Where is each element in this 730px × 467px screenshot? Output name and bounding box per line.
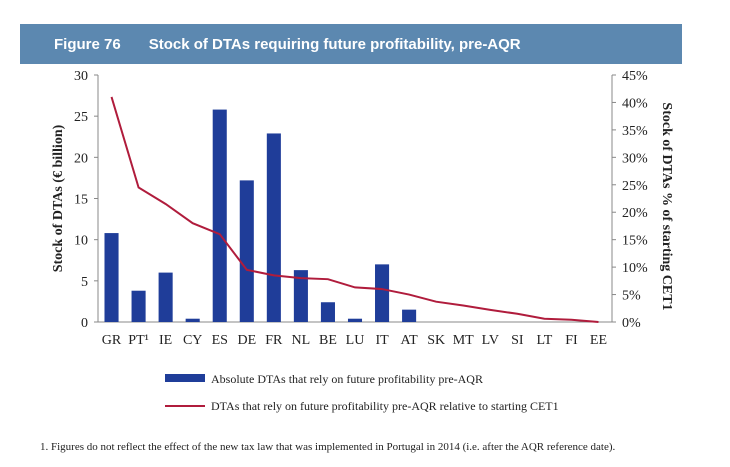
y-tick-label-left: 5 [81, 275, 88, 290]
y-axis-title-right: Stock of DTAs % of starting CET1 [659, 102, 674, 310]
bar [158, 272, 173, 322]
bar [375, 264, 390, 322]
x-tick-label: EE [590, 333, 607, 348]
y-tick-label-right: 5% [622, 289, 641, 304]
footnote: 1. Figures do not reflect the effect of … [40, 441, 616, 453]
x-tick-label: AT [401, 333, 419, 348]
figure-banner: Figure 76 Stock of DTAs requiring future… [20, 24, 682, 64]
bar [185, 318, 200, 322]
y-axis-title-left: Stock of DTAs (€ billion) [51, 124, 66, 272]
y-tick-label-left: 0 [81, 316, 88, 331]
bar [347, 318, 363, 322]
bar [402, 309, 417, 322]
y-tick-label-right: 20% [622, 206, 648, 221]
legend-label-line: DTAs that rely on future profitability p… [211, 399, 559, 413]
x-tick-label: LU [346, 333, 365, 348]
y-tick-label-right: 30% [622, 151, 648, 166]
x-tick-label: PT¹ [128, 333, 149, 348]
x-tick-label: ES [212, 333, 228, 348]
x-tick-label: SK [427, 333, 445, 348]
figure-label: Figure 76 [54, 35, 121, 53]
y-tick-label-right: 15% [622, 234, 648, 249]
bar [293, 270, 308, 322]
y-tick-label-left: 25 [74, 110, 88, 125]
x-tick-label: LT [536, 333, 552, 348]
bar [131, 290, 146, 322]
x-tick-label: FI [565, 333, 578, 348]
x-tick-label: LV [482, 333, 499, 348]
legend-swatch-bar [165, 374, 205, 382]
x-tick-label: IT [375, 333, 389, 348]
bar [212, 109, 227, 322]
legend-label-bar: Absolute DTAs that rely on future profit… [211, 372, 483, 386]
x-tick-label: GR [102, 333, 122, 348]
bar [266, 133, 281, 322]
chart-title: Stock of DTAs requiring future profitabi… [148, 35, 521, 53]
y-tick-label-left: 30 [74, 69, 88, 84]
bar [320, 302, 335, 322]
y-tick-label-left: 20 [74, 151, 88, 166]
x-tick-label: CY [183, 333, 202, 348]
series-line [110, 96, 599, 323]
x-tick-label: IE [159, 333, 172, 348]
y-tick-label-left: 15 [74, 193, 88, 208]
x-tick-label: NL [292, 333, 311, 348]
y-tick-label-right: 0% [622, 316, 641, 331]
y-tick-label-left: 10 [74, 234, 88, 249]
x-tick-label: MT [453, 333, 474, 348]
x-tick-label: SI [511, 333, 524, 348]
y-tick-label-right: 45% [622, 69, 648, 84]
y-tick-label-right: 25% [622, 179, 648, 194]
x-tick-label: DE [237, 333, 256, 348]
y-tick-label-right: 40% [622, 96, 648, 111]
y-tick-label-right: 10% [622, 261, 648, 276]
bar [104, 233, 119, 322]
y-tick-label-right: 35% [622, 124, 648, 139]
x-tick-label: BE [319, 333, 337, 348]
bar [239, 180, 254, 322]
x-tick-label: FR [265, 333, 283, 348]
